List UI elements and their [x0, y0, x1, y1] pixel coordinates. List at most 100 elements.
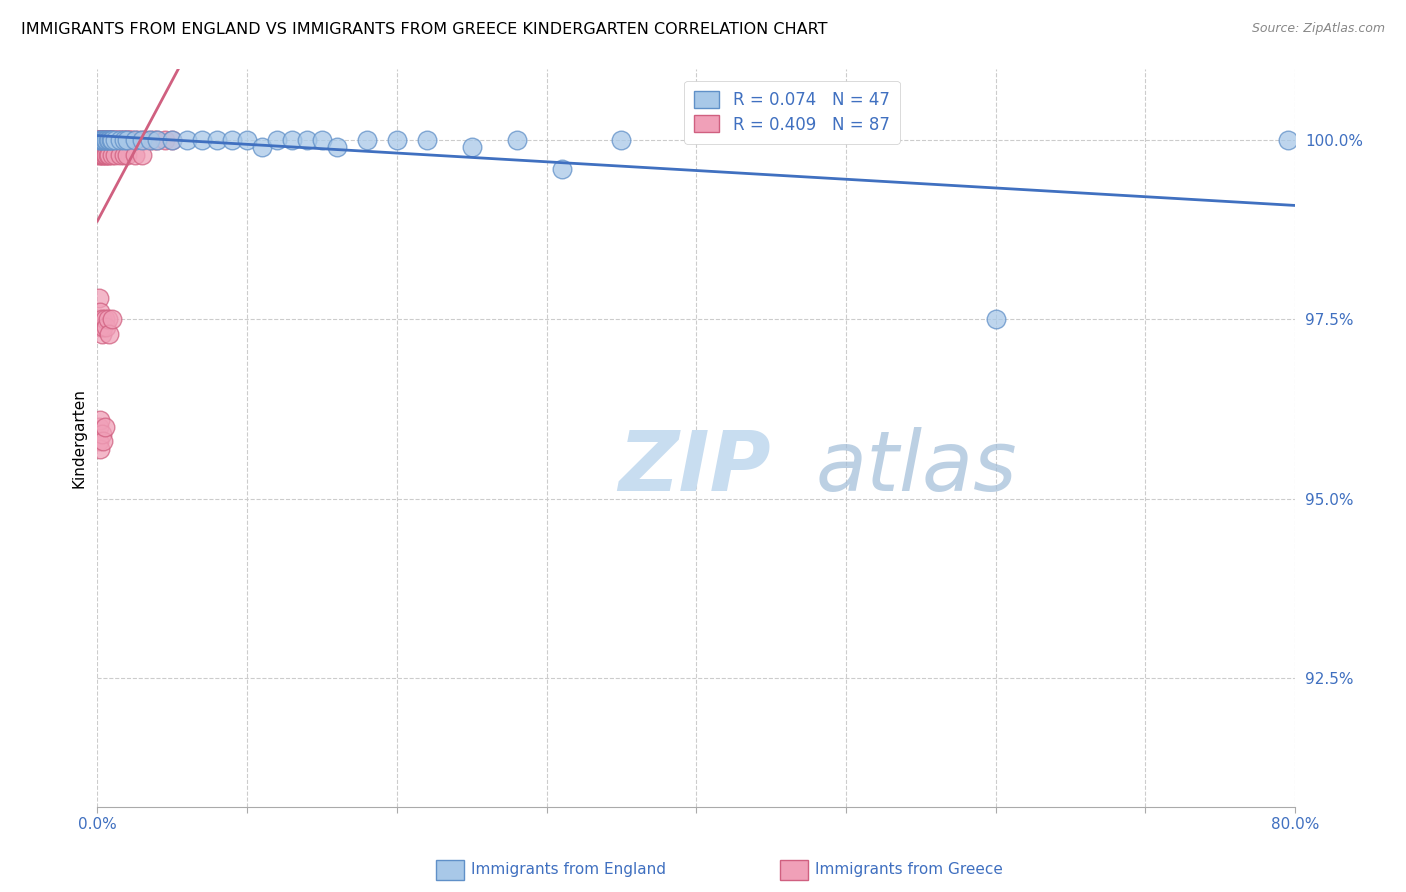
Point — [131, 133, 153, 147]
Point — [127, 133, 149, 147]
Point — [87, 312, 110, 326]
Point — [89, 442, 111, 456]
Point — [98, 133, 121, 147]
Point — [96, 133, 118, 147]
Point — [205, 133, 228, 147]
Point — [117, 133, 139, 147]
Point — [100, 133, 122, 147]
Point — [96, 319, 118, 334]
Point — [87, 140, 110, 154]
Point — [281, 133, 304, 147]
Point — [94, 147, 117, 161]
Point — [89, 133, 111, 147]
Point — [91, 319, 114, 334]
Point — [87, 133, 110, 147]
Point — [107, 133, 129, 147]
Point — [94, 133, 117, 147]
Point — [89, 140, 111, 154]
Point — [108, 133, 131, 147]
Point — [89, 413, 111, 427]
Point — [131, 133, 153, 147]
Point — [139, 133, 162, 147]
Point — [108, 133, 131, 147]
Point — [87, 291, 110, 305]
Point — [134, 133, 156, 147]
Legend: R = 0.074   N = 47, R = 0.409   N = 87: R = 0.074 N = 47, R = 0.409 N = 87 — [685, 80, 900, 144]
Point — [89, 133, 111, 147]
Point — [96, 133, 118, 147]
Point — [146, 133, 169, 147]
Point — [236, 133, 259, 147]
Point — [87, 133, 110, 147]
Point — [89, 133, 111, 147]
Point — [191, 133, 214, 147]
Point — [110, 133, 132, 147]
Point — [89, 147, 111, 161]
Point — [146, 133, 169, 147]
Point — [98, 326, 121, 341]
Point — [90, 147, 112, 161]
Point — [124, 133, 146, 147]
Point — [90, 140, 112, 154]
Point — [131, 147, 153, 161]
Point — [97, 133, 120, 147]
Point — [98, 147, 121, 161]
Point — [91, 133, 114, 147]
Point — [89, 133, 111, 147]
Point — [89, 319, 111, 334]
Point — [94, 133, 117, 147]
Point — [100, 133, 122, 147]
Point — [98, 133, 121, 147]
Point — [124, 147, 146, 161]
Point — [91, 133, 114, 147]
Point — [104, 133, 127, 147]
Point — [87, 133, 110, 147]
Point — [96, 147, 118, 161]
Point — [94, 420, 117, 434]
Y-axis label: Kindergarten: Kindergarten — [72, 388, 86, 488]
Point — [91, 133, 114, 147]
Point — [120, 133, 142, 147]
Point — [385, 133, 408, 147]
Point — [1277, 133, 1299, 147]
Point — [97, 133, 120, 147]
Text: Source: ZipAtlas.com: Source: ZipAtlas.com — [1251, 22, 1385, 36]
Point — [90, 133, 112, 147]
Point — [94, 312, 117, 326]
Point — [550, 161, 572, 176]
Point — [104, 147, 127, 161]
Point — [121, 133, 143, 147]
Point — [91, 434, 114, 449]
Point — [101, 312, 124, 326]
Point — [97, 147, 120, 161]
Point — [118, 133, 141, 147]
Point — [101, 133, 124, 147]
Point — [101, 147, 124, 161]
Point — [90, 427, 112, 442]
Text: Immigrants from Greece: Immigrants from Greece — [815, 863, 1004, 877]
Text: ZIP: ZIP — [619, 426, 770, 508]
Point — [96, 133, 118, 147]
Point — [87, 147, 110, 161]
Text: IMMIGRANTS FROM ENGLAND VS IMMIGRANTS FROM GREECE KINDERGARTEN CORRELATION CHART: IMMIGRANTS FROM ENGLAND VS IMMIGRANTS FR… — [21, 22, 828, 37]
Point — [98, 133, 121, 147]
Point — [100, 133, 122, 147]
Point — [176, 133, 198, 147]
Point — [160, 133, 183, 147]
Point — [101, 133, 124, 147]
Point — [90, 326, 112, 341]
Point — [356, 133, 378, 147]
Point — [94, 133, 117, 147]
Point — [114, 133, 136, 147]
Point — [505, 133, 527, 147]
Point — [112, 147, 135, 161]
Point — [117, 133, 139, 147]
Point — [90, 133, 112, 147]
Point — [89, 133, 111, 147]
Point — [124, 133, 146, 147]
Point — [295, 133, 318, 147]
Point — [160, 133, 183, 147]
Point — [94, 133, 117, 147]
Point — [112, 133, 135, 147]
Point — [105, 133, 128, 147]
